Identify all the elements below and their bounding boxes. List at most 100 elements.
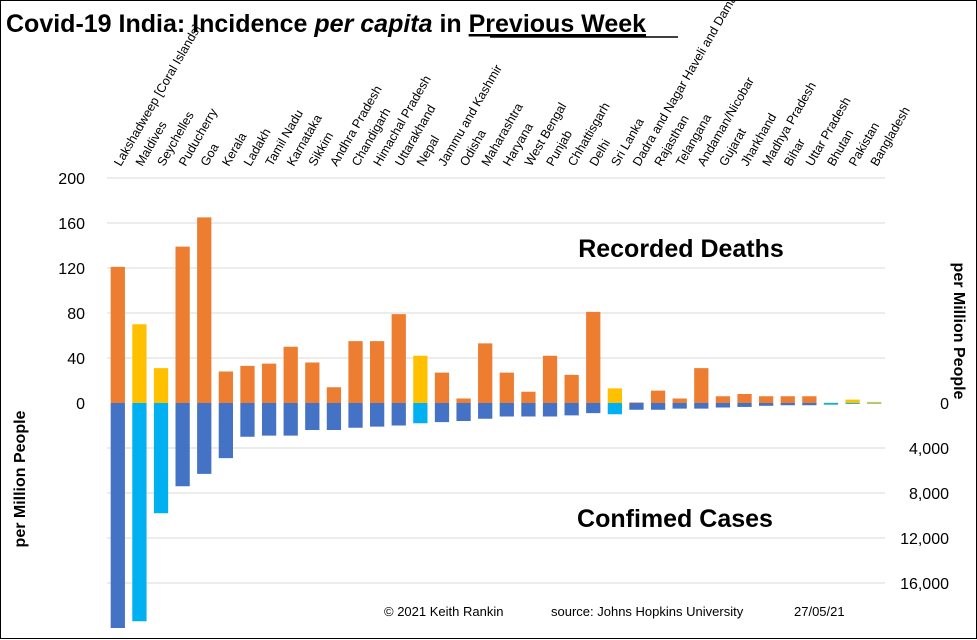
case-bar	[348, 403, 363, 428]
cases-label: Confimed Cases	[577, 505, 773, 533]
death-bar	[521, 391, 536, 403]
footer-date: 27/05/21	[794, 604, 845, 619]
case-bar	[499, 403, 514, 417]
death-bar	[197, 217, 212, 403]
case-bar	[326, 403, 342, 430]
death-bar	[218, 371, 233, 403]
title-part-3: in	[433, 10, 469, 38]
case-bar	[586, 403, 601, 414]
case-bar	[672, 403, 687, 409]
case-bar	[283, 403, 298, 436]
death-bar	[629, 402, 644, 404]
case-bar	[694, 403, 709, 409]
gridlines	[107, 177, 885, 584]
death-bar	[348, 341, 363, 403]
case-bar	[456, 403, 471, 421]
case-bar	[413, 403, 428, 424]
death-bar	[542, 355, 558, 403]
case-bar	[434, 403, 450, 423]
case-bar	[132, 403, 147, 622]
case-bar	[240, 403, 255, 437]
case-bar	[478, 403, 493, 419]
death-bar	[478, 343, 493, 403]
case-bar	[737, 403, 752, 407]
title-part-2: per capita	[313, 10, 432, 38]
left-tick-label: 200	[58, 171, 85, 188]
death-bar	[370, 341, 385, 403]
left-tick-label: 120	[58, 261, 85, 278]
right-axis-ticks: 0 4,000 8,000 12,000 16,000	[900, 396, 949, 593]
case-bar	[564, 403, 579, 416]
case-bar	[110, 403, 125, 628]
death-bar	[823, 402, 839, 404]
case-bar	[607, 403, 622, 415]
death-bar	[737, 394, 752, 403]
death-bar	[845, 399, 860, 403]
case-bar	[305, 403, 320, 430]
death-bar	[283, 346, 298, 403]
death-bar	[175, 246, 190, 403]
left-tick-label: 160	[58, 216, 85, 233]
right-tick-label: 12,000	[900, 531, 949, 548]
death-bar	[650, 390, 666, 403]
right-tick-label: 8,000	[909, 486, 949, 503]
title-part-4: Previous Week	[469, 10, 647, 38]
deaths-label: Recorded Deaths	[578, 235, 784, 263]
case-bar	[542, 403, 558, 417]
death-bar	[867, 401, 882, 403]
death-bar	[153, 368, 169, 403]
case-bar	[845, 403, 860, 404]
left-axis-ticks: 200 160 120 80 40 0	[58, 171, 85, 413]
chart-title: Covid-19 India: Incidence per capita in …	[6, 10, 646, 38]
death-bar	[305, 362, 320, 403]
footer-copyright: © 2021 Keith Rankin	[384, 604, 503, 619]
footer-source: source: Johns Hopkins University	[551, 604, 744, 619]
death-bar	[434, 372, 450, 403]
right-tick-label: 4,000	[909, 441, 949, 458]
case-bar	[261, 403, 277, 436]
case-bar	[175, 403, 190, 487]
case-bar	[780, 403, 795, 406]
case-bar	[823, 403, 839, 405]
death-bar	[261, 363, 277, 403]
death-bar	[672, 398, 687, 403]
death-bar	[780, 396, 795, 403]
left-tick-label: 0	[76, 396, 85, 413]
right-axis-title: per Million People	[950, 263, 967, 400]
case-bar	[650, 403, 666, 410]
case-bar	[802, 403, 817, 406]
left-tick-label: 40	[67, 351, 85, 368]
left-tick-label: 80	[67, 306, 85, 323]
bars	[110, 217, 882, 628]
death-bar	[240, 365, 255, 403]
case-bar	[759, 403, 774, 406]
death-bar	[607, 388, 622, 403]
death-bar	[694, 368, 709, 403]
case-bar	[521, 403, 536, 417]
death-bar	[391, 314, 406, 403]
case-bar	[218, 403, 233, 459]
case-bar	[629, 403, 644, 410]
death-bar	[715, 396, 731, 403]
death-bar	[132, 324, 147, 403]
death-bar	[326, 387, 342, 403]
right-tick-label: 16,000	[900, 576, 949, 593]
death-bar	[110, 266, 125, 403]
right-tick-label: 0	[940, 396, 949, 413]
title-part-1: Covid-19 India: Incidence	[6, 10, 314, 38]
left-axis-title: per Million People	[12, 410, 29, 547]
case-bar	[153, 403, 169, 514]
death-bar	[499, 372, 514, 403]
case-bar	[197, 403, 212, 474]
death-bar	[586, 311, 601, 403]
case-bar	[867, 403, 882, 404]
death-bar	[802, 396, 817, 403]
death-bar	[564, 374, 579, 403]
case-bar	[391, 403, 406, 426]
death-bar	[413, 355, 428, 403]
death-bar	[759, 396, 774, 403]
death-bar	[456, 398, 471, 403]
case-bar	[715, 403, 731, 408]
